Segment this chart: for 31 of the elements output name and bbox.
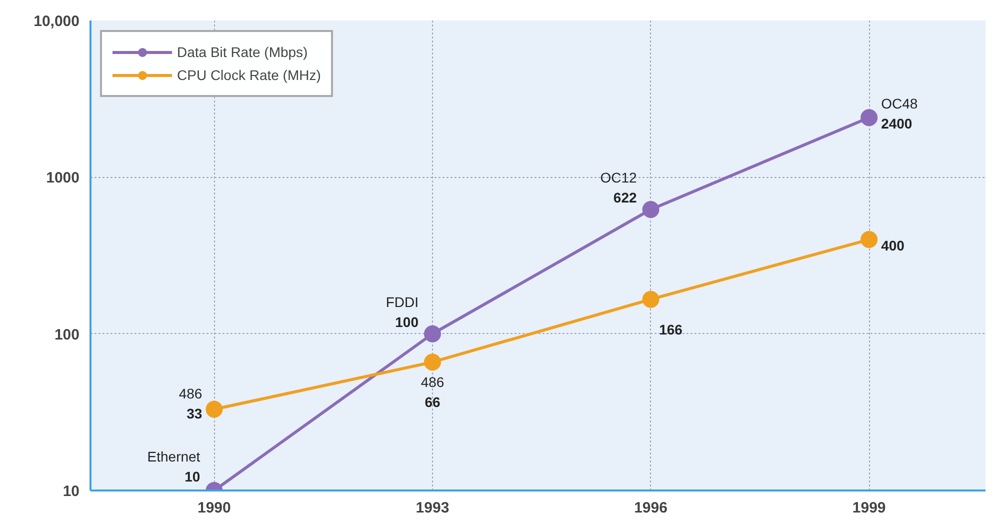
data-label: 622 (613, 189, 637, 206)
annotation: 486 (178, 385, 202, 402)
data-label: 166 (659, 321, 683, 338)
annotation: OC12 (600, 169, 637, 186)
data-label: 33 (186, 405, 202, 422)
y-tick-label: 10,000 (34, 13, 80, 30)
point (860, 231, 878, 248)
point (424, 354, 441, 371)
y-tick-label: 10 (62, 483, 80, 500)
annotation: Ethernet (147, 448, 200, 464)
x-tick-label: 1996 (634, 500, 668, 516)
annotation: 486 (420, 374, 444, 390)
x-tick-label: 1990 (198, 500, 231, 516)
point (642, 200, 660, 218)
point (424, 325, 441, 342)
point (642, 290, 660, 308)
legend-label: CPU Clock Rate (MHz) (177, 67, 321, 83)
data-label: 2400 (881, 116, 912, 132)
annotation: OC48 (881, 96, 918, 112)
legend-label: Data Bit Rate (Mbps) (177, 44, 308, 60)
data-label: 10 (184, 468, 200, 484)
y-tick-label: 100 (54, 326, 80, 344)
y-tick-label: 1000 (46, 170, 80, 187)
point (860, 109, 878, 126)
annotation: FDDI (386, 294, 418, 310)
data-label: 66 (424, 394, 440, 410)
point (206, 400, 223, 418)
x-tick-label: 1999 (852, 500, 886, 516)
data-label: 100 (395, 314, 419, 330)
x-tick-label: 1993 (416, 500, 450, 516)
data-label: 400 (881, 238, 905, 254)
